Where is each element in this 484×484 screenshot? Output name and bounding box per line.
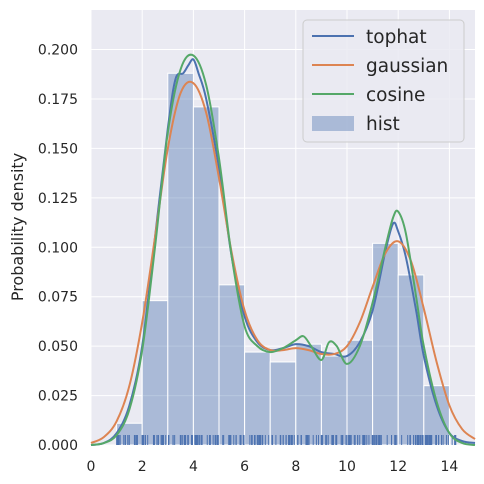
x-tick-label-2: 4 bbox=[189, 459, 198, 475]
y-tick-label-6: 0.150 bbox=[38, 141, 78, 157]
y-tick-label-7: 0.175 bbox=[38, 92, 78, 108]
y-tick-label-5: 0.125 bbox=[38, 191, 78, 207]
x-tick-label-0: 0 bbox=[87, 459, 96, 475]
y-axis-label: Probability density bbox=[8, 153, 27, 301]
legend: tophat gaussian cosine hist bbox=[302, 19, 465, 143]
x-tick-label-1: 2 bbox=[138, 459, 147, 475]
legend-box bbox=[302, 19, 465, 143]
x-tick-label-6: 12 bbox=[389, 459, 407, 475]
kde-lines bbox=[90, 53, 476, 446]
y-tick-label-3: 0.075 bbox=[38, 290, 78, 306]
hist-bar-3 bbox=[192, 106, 220, 446]
legend-label-cosine: cosine bbox=[366, 85, 425, 106]
x-tick-label-3: 6 bbox=[240, 459, 249, 475]
x-tick-label-5: 10 bbox=[338, 459, 356, 475]
y-tick-label-0: 0.000 bbox=[38, 438, 78, 454]
hist-bar-7 bbox=[295, 343, 322, 446]
y-tick-labels: 0.000 0.025 0.050 0.075 0.100 0.125 0.150 0.175… bbox=[38, 43, 78, 454]
kde-line-cosine bbox=[90, 53, 476, 446]
x-tick-labels: 0 2 4 6 8 10 12 14 bbox=[87, 459, 459, 475]
x-tick-label-4: 8 bbox=[291, 459, 300, 475]
hist-bar-9 bbox=[346, 339, 374, 446]
rug-marks bbox=[116, 435, 457, 445]
y-tick-label-1: 0.025 bbox=[38, 389, 78, 405]
histogram-bars bbox=[116, 72, 450, 446]
hist-bar-2 bbox=[167, 72, 194, 446]
hist-bar-5 bbox=[244, 351, 271, 446]
hist-bar-8 bbox=[320, 355, 348, 446]
y-tick-label-4: 0.100 bbox=[38, 240, 78, 256]
legend-label-hist: hist bbox=[366, 114, 400, 135]
hist-bar-11 bbox=[397, 274, 425, 446]
legend-label-gaussian: gaussian bbox=[366, 56, 448, 77]
y-tick-label-8: 0.200 bbox=[38, 43, 78, 59]
y-tick-label-2: 0.050 bbox=[38, 339, 78, 355]
legend-swatch-hist bbox=[312, 116, 354, 131]
hist-bar-6 bbox=[269, 361, 297, 446]
legend-label-tophat: tophat bbox=[366, 27, 427, 48]
x-tick-label-7: 14 bbox=[440, 459, 458, 475]
